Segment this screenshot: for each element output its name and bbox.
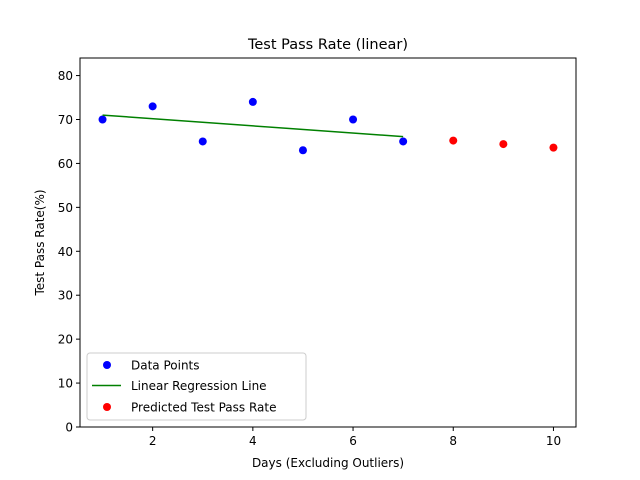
y-tick-label: 80 <box>58 69 73 83</box>
legend-box <box>86 352 307 421</box>
series-line-linear-regression-line <box>102 114 404 138</box>
data-point-predicted-test-pass-rate <box>499 140 508 149</box>
y-tick-label: 0 <box>65 421 73 435</box>
data-point-data-points <box>399 137 408 146</box>
data-point-data-points <box>349 115 358 124</box>
data-point-data-points <box>198 137 207 146</box>
y-tick-label: 10 <box>58 377 73 391</box>
plot-area <box>98 97 558 155</box>
x-tick-label: 8 <box>449 434 457 448</box>
data-point-predicted-test-pass-rate <box>549 143 558 152</box>
data-point-data-points <box>298 146 307 155</box>
y-tick-label: 40 <box>58 245 73 259</box>
y-tick-label: 60 <box>58 157 73 171</box>
data-point-data-points <box>248 97 257 106</box>
legend: Data Points Linear Regression Line Predi… <box>86 352 307 421</box>
axes-frame <box>79 57 577 428</box>
x-tick-label: 6 <box>349 434 357 448</box>
legend-marker-data-points <box>103 361 111 369</box>
y-tick-label: 50 <box>58 201 73 215</box>
y-axis: 0 10 20 30 40 50 60 70 80 <box>58 69 80 435</box>
x-tick-label: 2 <box>149 434 157 448</box>
x-tick-label: 4 <box>249 434 257 448</box>
legend-label-regression-line: Linear Regression Line <box>131 379 267 393</box>
y-tick-label: 30 <box>58 289 73 303</box>
x-axis-label: Days (Excluding Outliers) <box>252 456 404 470</box>
chart-title: Test Pass Rate (linear) <box>247 37 408 53</box>
y-tick-label: 20 <box>58 333 73 347</box>
legend-label-predicted: Predicted Test Pass Rate <box>131 401 276 415</box>
x-axis: 2 4 6 8 10 <box>149 427 561 448</box>
y-tick-label: 70 <box>58 113 73 127</box>
y-axis-label: Test Pass Rate(%) <box>33 189 47 296</box>
legend-label-data-points: Data Points <box>131 359 200 373</box>
data-point-data-points <box>148 102 157 111</box>
x-tick-label: 10 <box>546 434 561 448</box>
data-point-data-points <box>98 115 107 124</box>
legend-marker-predicted <box>103 403 111 411</box>
data-point-predicted-test-pass-rate <box>449 136 458 145</box>
